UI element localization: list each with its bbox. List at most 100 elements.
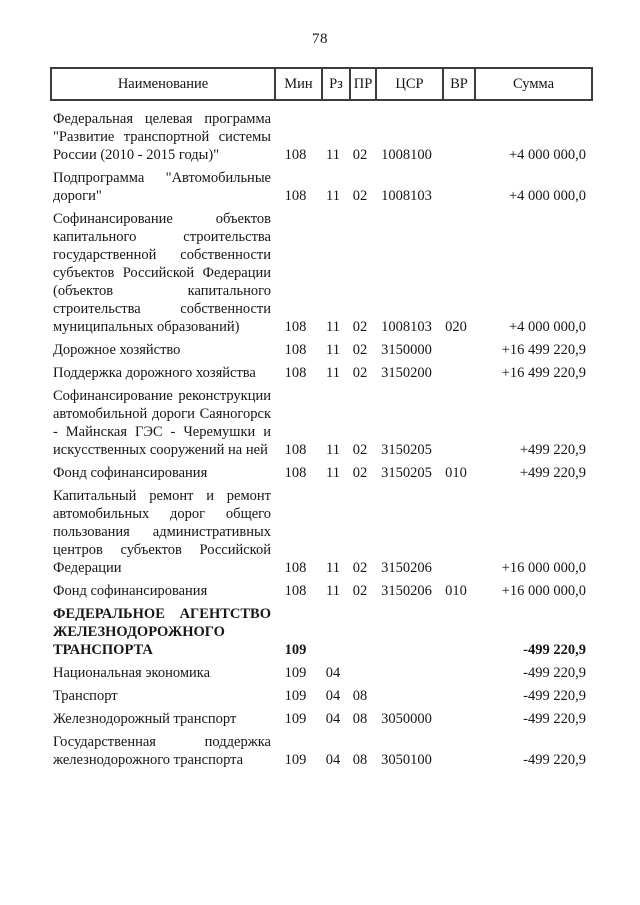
cell-sum: +16 499 220,9 — [501, 342, 586, 358]
cell-sum: +4 000 000,0 — [508, 147, 586, 163]
table-row: Государственная поддержка железнодорожно… — [50, 733, 593, 769]
cell-rz: 04 — [325, 665, 341, 681]
table-row: Софинансирование реконструкции автомобил… — [50, 387, 593, 459]
cell-name: Фонд софинансирования — [53, 465, 208, 481]
table-row: Поддержка дорожного хозяйства 108 11 02 … — [50, 364, 593, 382]
cell-pr: 02 — [352, 560, 368, 576]
cell-rz: 11 — [326, 147, 340, 163]
cell-sum: -499 220,9 — [523, 711, 586, 727]
cell-rz: 11 — [326, 442, 340, 458]
table-row: Софинансирование объектов капитального с… — [50, 210, 593, 336]
cell-min: 108 — [284, 342, 307, 358]
cell-sum: +16 000 000,0 — [501, 560, 586, 576]
cell-sum: +4 000 000,0 — [508, 188, 586, 204]
table-row: Национальная экономика 109 04 -499 220,9 — [50, 664, 593, 682]
cell-pr: 02 — [352, 583, 368, 599]
cell-vr: 010 — [445, 465, 467, 481]
table-row: ФЕДЕРАЛЬНОЕ АГЕНТСТВО ЖЕЛЕЗНОДОРОЖНОГО Т… — [50, 605, 593, 659]
cell-csr: 3150206 — [381, 583, 432, 599]
cell-name: Транспорт — [53, 688, 118, 704]
cell-csr: 3150206 — [381, 560, 432, 576]
column-header-pr: ПР — [349, 69, 375, 99]
cell-rz: 11 — [326, 365, 340, 381]
cell-sum: +499 220,9 — [519, 442, 586, 458]
cell-csr: 3150200 — [381, 365, 432, 381]
table-row: Железнодорожный транспорт 109 04 08 3050… — [50, 710, 593, 728]
cell-min: 108 — [284, 365, 307, 381]
cell-min: 109 — [284, 711, 307, 727]
table-row: Фонд софинансирования 108 11 02 3150205 … — [50, 464, 593, 482]
cell-min: 108 — [284, 188, 307, 204]
cell-name: Государственная поддержка железнодорожно… — [53, 734, 271, 768]
cell-name: Капитальный ремонт и ремонт автомобильны… — [53, 488, 271, 576]
table-row: Капитальный ремонт и ремонт автомобильны… — [50, 487, 593, 577]
page-number: 78 — [312, 31, 328, 47]
cell-min: 108 — [284, 583, 307, 599]
cell-name: Федеральная целевая программа "Развитие … — [53, 111, 271, 163]
column-header-summa: Сумма — [474, 69, 591, 99]
cell-name: Железнодорожный транспорт — [53, 711, 237, 727]
cell-rz: 04 — [325, 752, 341, 768]
cell-min: 109 — [284, 752, 307, 768]
cell-csr: 3050100 — [381, 752, 432, 768]
table-body: Федеральная целевая программа "Развитие … — [50, 110, 593, 769]
cell-pr: 02 — [352, 465, 368, 481]
cell-sum: +16 499 220,9 — [501, 365, 586, 381]
cell-csr: 3050000 — [381, 711, 432, 727]
cell-vr: 020 — [445, 319, 467, 335]
cell-pr: 02 — [352, 365, 368, 381]
cell-sum: +16 000 000,0 — [501, 583, 586, 599]
cell-min: 108 — [284, 465, 307, 481]
cell-sum: -499 220,9 — [523, 752, 586, 768]
cell-csr: 3150000 — [381, 342, 432, 358]
table-row: Подпрограмма "Автомобильные дороги" 108 … — [50, 169, 593, 205]
cell-min: 109 — [284, 642, 307, 658]
cell-rz: 04 — [325, 688, 341, 704]
cell-pr: 02 — [352, 188, 368, 204]
column-header-name: Наименование — [117, 76, 209, 92]
cell-name: Поддержка дорожного хозяйства — [53, 365, 256, 381]
column-header-rz: Рз — [321, 69, 349, 99]
cell-pr: 02 — [352, 319, 368, 335]
cell-pr: 08 — [352, 711, 368, 727]
cell-pr: 08 — [352, 752, 368, 768]
column-header-min: Мин — [274, 69, 321, 99]
cell-csr: 1008103 — [381, 319, 432, 335]
cell-min: 108 — [284, 319, 307, 335]
cell-sum: -499 220,9 — [523, 665, 586, 681]
cell-min: 108 — [284, 560, 307, 576]
cell-rz: 11 — [326, 465, 340, 481]
cell-name: ФЕДЕРАЛЬНОЕ АГЕНТСТВО ЖЕЛЕЗНОДОРОЖНОГО Т… — [53, 606, 271, 658]
cell-name: Национальная экономика — [53, 665, 211, 681]
cell-name: Софинансирование реконструкции автомобил… — [53, 388, 271, 458]
cell-rz: 11 — [326, 342, 340, 358]
cell-pr: 02 — [352, 147, 368, 163]
cell-min: 108 — [284, 442, 307, 458]
cell-min: 109 — [284, 665, 307, 681]
cell-sum: +499 220,9 — [519, 465, 586, 481]
cell-csr: 3150205 — [381, 442, 432, 458]
table-row: Транспорт 109 04 08 -499 220,9 — [50, 687, 593, 705]
table-row: Федеральная целевая программа "Развитие … — [50, 110, 593, 164]
cell-rz: 11 — [326, 188, 340, 204]
cell-rz: 11 — [326, 560, 340, 576]
column-header-csr: ЦСР — [375, 69, 442, 99]
cell-name: Софинансирование объектов капитального с… — [53, 211, 271, 335]
column-header-vr: ВР — [442, 69, 474, 99]
cell-min: 108 — [284, 147, 307, 163]
cell-sum: -499 220,9 — [523, 642, 586, 658]
cell-csr: 1008103 — [381, 188, 432, 204]
cell-pr: 02 — [352, 342, 368, 358]
table-row: Фонд софинансирования 108 11 02 3150206 … — [50, 582, 593, 600]
cell-sum: -499 220,9 — [523, 688, 586, 704]
cell-name: Фонд софинансирования — [53, 583, 208, 599]
cell-vr: 010 — [445, 583, 467, 599]
table-row: Дорожное хозяйство 108 11 02 3150000 +16… — [50, 341, 593, 359]
cell-name: Дорожное хозяйство — [53, 342, 181, 358]
cell-rz: 11 — [326, 319, 340, 335]
cell-csr: 3150205 — [381, 465, 432, 481]
cell-pr: 02 — [352, 442, 368, 458]
cell-csr: 1008100 — [381, 147, 432, 163]
cell-rz: 11 — [326, 583, 340, 599]
